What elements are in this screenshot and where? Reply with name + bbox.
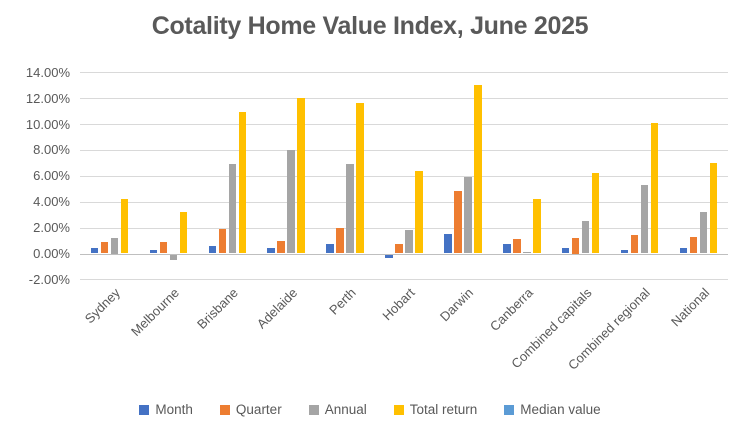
x-axis-label: National bbox=[667, 285, 713, 330]
y-tick-label: -2.00% bbox=[28, 271, 70, 287]
gridline bbox=[80, 201, 728, 203]
bar[interactable] bbox=[689, 236, 698, 254]
bar[interactable] bbox=[287, 149, 295, 254]
y-tick-label: 4.00% bbox=[33, 194, 70, 210]
gridline bbox=[80, 149, 728, 151]
legend-swatch bbox=[504, 404, 515, 415]
bar[interactable] bbox=[464, 177, 472, 254]
bar[interactable] bbox=[620, 249, 629, 254]
y-tick-label: 2.00% bbox=[33, 220, 70, 236]
x-axis-label: Canberra bbox=[486, 285, 536, 334]
legend-item[interactable]: Total return bbox=[393, 402, 478, 417]
bar[interactable] bbox=[395, 244, 403, 254]
x-axis-label: Hobart bbox=[379, 285, 418, 324]
bar[interactable] bbox=[561, 248, 570, 254]
x-axis-label: Brisbane bbox=[194, 285, 241, 332]
legend-swatch bbox=[393, 404, 404, 415]
gridline bbox=[80, 98, 728, 100]
bar[interactable] bbox=[454, 191, 462, 254]
bar[interactable] bbox=[679, 248, 688, 254]
bar[interactable] bbox=[326, 244, 334, 254]
y-tick-label: 10.00% bbox=[25, 116, 70, 132]
bar[interactable] bbox=[120, 199, 129, 254]
y-tick-label: 8.00% bbox=[33, 142, 70, 158]
bar[interactable] bbox=[709, 162, 718, 254]
bar[interactable] bbox=[110, 238, 119, 254]
legend-swatch bbox=[139, 404, 150, 415]
y-tick-label: 12.00% bbox=[25, 90, 70, 106]
legend-item[interactable]: Annual bbox=[308, 402, 367, 417]
bar[interactable] bbox=[159, 241, 168, 254]
gridline bbox=[80, 175, 728, 177]
legend-swatch bbox=[308, 404, 319, 415]
bar[interactable] bbox=[630, 235, 639, 254]
bar[interactable] bbox=[640, 184, 649, 254]
zero-axis-line bbox=[80, 253, 728, 255]
bar[interactable] bbox=[346, 164, 354, 254]
x-axis-label: Perth bbox=[326, 285, 359, 318]
legend-label: Month bbox=[155, 402, 193, 417]
legend-label: Annual bbox=[324, 402, 367, 417]
bar[interactable] bbox=[415, 170, 423, 254]
bar[interactable] bbox=[149, 249, 158, 254]
bar[interactable] bbox=[277, 240, 285, 254]
x-axis-label: Adelaide bbox=[253, 285, 300, 332]
bar[interactable] bbox=[650, 122, 659, 254]
bar[interactable] bbox=[356, 103, 364, 254]
gridline bbox=[80, 279, 728, 281]
bar[interactable] bbox=[699, 212, 708, 254]
gridline bbox=[80, 124, 728, 125]
x-axis-label: Melbourne bbox=[127, 285, 182, 340]
y-tick-label: 6.00% bbox=[33, 168, 70, 184]
gridline bbox=[80, 227, 728, 229]
bar[interactable] bbox=[336, 227, 344, 254]
legend-swatch bbox=[219, 404, 230, 415]
bar[interactable] bbox=[571, 238, 580, 254]
bar[interactable] bbox=[444, 234, 452, 254]
legend-item[interactable]: Quarter bbox=[219, 402, 282, 417]
gridline bbox=[80, 72, 728, 74]
bar[interactable] bbox=[405, 230, 413, 254]
y-tick-label: 0.00% bbox=[33, 246, 70, 261]
bar[interactable] bbox=[474, 85, 482, 254]
legend: Month Quarter Annual Total return Median val… bbox=[0, 402, 740, 417]
legend-item[interactable]: Month bbox=[139, 402, 193, 417]
y-tick-label: 14.00% bbox=[25, 64, 70, 80]
bar[interactable] bbox=[385, 254, 393, 259]
bar[interactable] bbox=[591, 173, 600, 254]
bar[interactable] bbox=[100, 241, 109, 254]
bar[interactable] bbox=[179, 212, 188, 254]
bar[interactable] bbox=[218, 228, 227, 254]
bar[interactable] bbox=[533, 199, 541, 254]
legend-label: Total return bbox=[409, 402, 478, 417]
bar[interactable] bbox=[297, 98, 305, 254]
bar[interactable] bbox=[503, 244, 511, 254]
bar[interactable] bbox=[90, 248, 99, 254]
x-axis-label: Sydney bbox=[81, 285, 124, 327]
x-axis-label: Darwin bbox=[437, 285, 477, 325]
legend-item[interactable]: Median value bbox=[504, 402, 601, 417]
bar[interactable] bbox=[267, 248, 275, 254]
bar[interactable] bbox=[238, 112, 247, 254]
legend-label: Median value bbox=[520, 402, 601, 417]
legend-label: Quarter bbox=[235, 402, 282, 417]
chart-title: Cotality Home Value Index, June 2025 bbox=[151, 12, 589, 40]
bar[interactable] bbox=[513, 239, 521, 254]
bar[interactable] bbox=[523, 252, 531, 254]
bar[interactable] bbox=[169, 254, 178, 260]
bar[interactable] bbox=[228, 164, 237, 254]
bar[interactable] bbox=[581, 221, 590, 254]
bar[interactable] bbox=[208, 245, 217, 254]
